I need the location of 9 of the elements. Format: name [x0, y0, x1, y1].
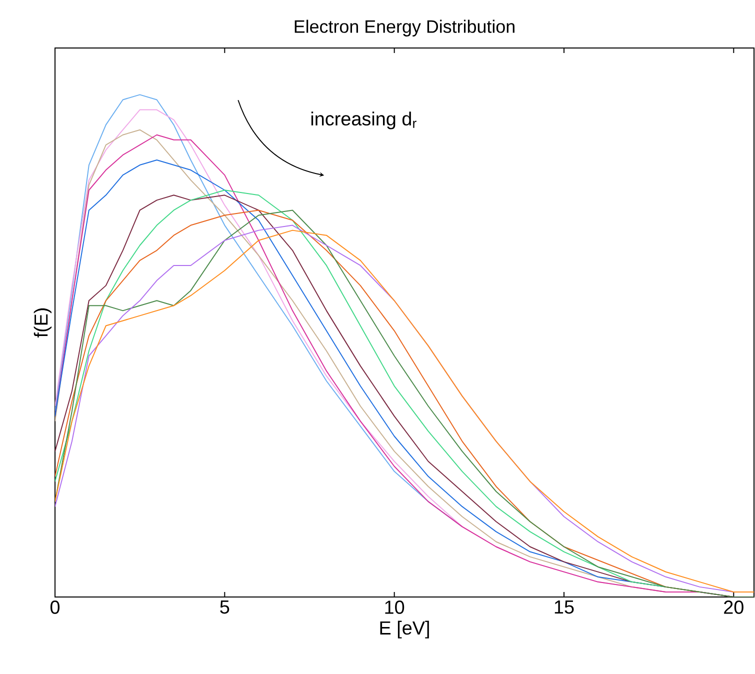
- x-axis-title: E [eV]: [380, 620, 429, 638]
- x-tick-label: 20: [724, 600, 744, 614]
- annotation: increasing d$_{r}$: [311, 112, 416, 130]
- chart-title: Electron Energy Distribution: [294, 20, 514, 36]
- x-tick-label: 5: [220, 600, 230, 614]
- x-tick-label: 0: [50, 600, 60, 614]
- x-tick-label: 15: [554, 600, 574, 614]
- x-tick-label: 10: [385, 600, 404, 614]
- y-axis-title: f(E): [34, 308, 52, 338]
